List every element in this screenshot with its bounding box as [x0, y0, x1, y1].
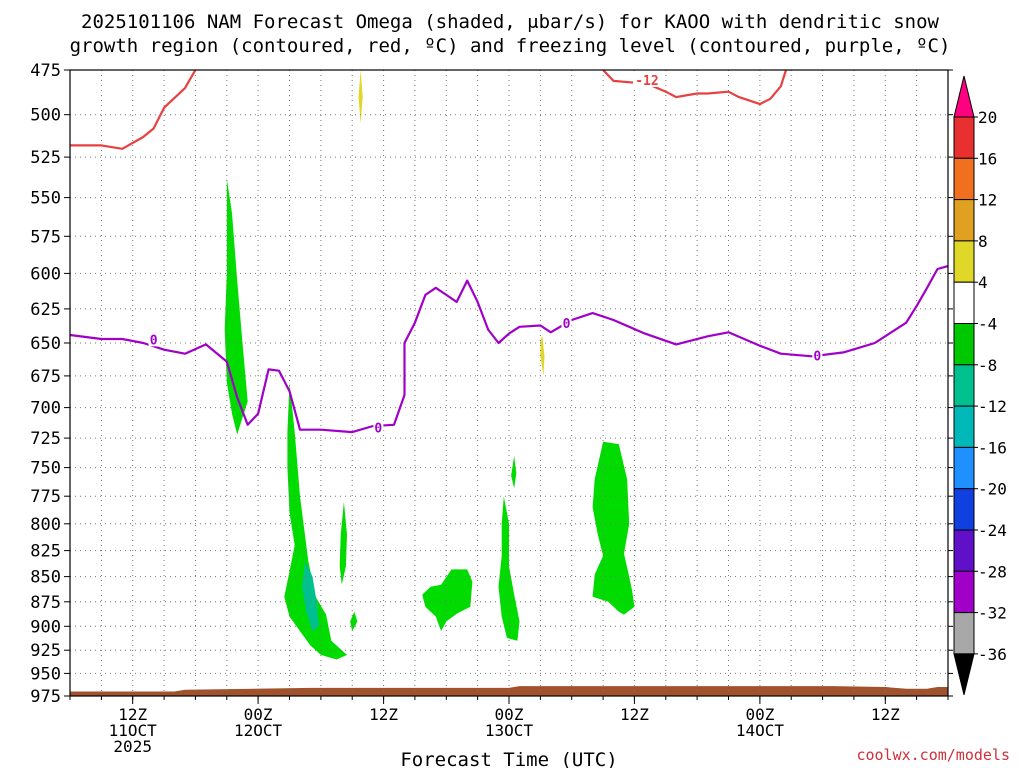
colorbar-swatch: [953, 529, 975, 572]
freezing-level-line: [69, 265, 949, 434]
colorbar-label: -16: [978, 438, 1007, 457]
chart-subtitle: growth region (contoured, red, ºC) and f…: [70, 35, 951, 57]
y-tick-label: 525: [30, 148, 61, 168]
y-tick-label: 775: [30, 487, 61, 507]
dgz-label-bg: [632, 72, 661, 87]
colorbar-label: 12: [978, 191, 997, 210]
y-tick-label: 700: [30, 399, 61, 419]
colorbar-label: -24: [978, 521, 1007, 540]
x-tick-label: 12Z: [369, 705, 398, 724]
colorbar: 20 16 12 8 4 -4 -8 -12 -16 -20 -24 -28 -32 -36: [953, 75, 1007, 696]
x-tick-label: 12Z: [871, 705, 900, 724]
freezing-label-bg: [148, 332, 159, 347]
x-tick-label: 00Z: [745, 705, 774, 724]
freezing-level-label: 0: [813, 349, 821, 364]
y-tick-label: 575: [30, 227, 61, 247]
colorbar-bottom-arrow: [953, 653, 975, 696]
colorbar-label: 4: [978, 273, 988, 292]
colorbar-swatch: [953, 199, 975, 242]
x-tick-label: 12OCT: [234, 721, 283, 740]
x-tick-label: 00Z: [495, 705, 524, 724]
freezing-label-bg: [373, 420, 384, 435]
x-tick-label: 14OCT: [736, 721, 785, 740]
omega-area-3: [350, 611, 358, 632]
y-tick-label: 600: [30, 264, 61, 284]
y-tick-label: 925: [30, 641, 61, 661]
chart-title: 2025101106 NAM Forecast Omega (shaded, μ…: [81, 11, 939, 33]
y-tick-label: 725: [30, 429, 61, 449]
x-tick-label: 12Z: [620, 705, 649, 724]
colorbar-label: 8: [978, 232, 988, 251]
freezing-label-bg: [561, 316, 572, 331]
omega-area-6: [511, 455, 517, 489]
omega-sink-area-0: [358, 70, 363, 124]
colorbar-swatch: [953, 570, 975, 614]
colorbar-label: -12: [978, 397, 1007, 416]
x-tick-label: 12Z: [118, 705, 147, 724]
colorbar-label: 20: [978, 108, 997, 127]
y-tick-label: 875: [30, 593, 61, 613]
colorbar-swatch: [953, 364, 975, 407]
y-tick-label: 950: [30, 664, 61, 684]
omega-area-1: [284, 382, 347, 660]
freezing-label-bg: [812, 348, 823, 363]
omega-sink-area-1: [540, 336, 545, 376]
contour-lines: 0 0 0 0 -12: [69, 69, 949, 436]
y-axis: 475 500 525 550 575 600 625 650 675 700 725 750 775 8…: [30, 61, 953, 707]
credit-text: coolwx.com/models: [856, 746, 1010, 764]
dgz-contour-line: [70, 69, 197, 150]
x-tick-label: 13OCT: [485, 721, 534, 740]
colorbar-label: -36: [978, 645, 1007, 664]
y-tick-label: 800: [30, 515, 61, 535]
colorbar-swatch: [953, 281, 975, 325]
omega-shading: [224, 70, 635, 660]
colorbar-label: -28: [978, 562, 1007, 581]
y-tick-label: 625: [30, 300, 61, 320]
x-tick-label: 00Z: [244, 705, 273, 724]
dgz-contour-line: [602, 69, 788, 106]
freezing-level-label: 0: [374, 421, 382, 436]
omega-strong-area-0: [302, 561, 319, 632]
y-tick-label: 475: [30, 61, 61, 81]
colorbar-swatch: [953, 405, 975, 448]
colorbar-label: -32: [978, 604, 1007, 623]
y-tick-label: 650: [30, 334, 61, 354]
colorbar-swatch: [953, 240, 975, 283]
colorbar-swatch: [953, 157, 975, 201]
omega-area-5: [498, 496, 520, 641]
colorbar-label: -20: [978, 480, 1007, 499]
colorbar-label: -8: [978, 356, 997, 375]
freezing-level-label: 0: [563, 317, 571, 332]
colorbar-swatch: [953, 488, 975, 531]
y-tick-label: 900: [30, 617, 61, 637]
colorbar-label: 16: [978, 149, 997, 168]
colorbar-swatch: [953, 612, 975, 655]
colorbar-swatch: [953, 323, 975, 366]
omega-area-2: [339, 501, 347, 585]
y-tick-label: 825: [30, 542, 61, 562]
colorbar-swatch: [953, 446, 975, 490]
y-tick-label: 500: [30, 106, 61, 126]
y-tick-label: 675: [30, 367, 61, 387]
x-axis-label: Forecast Time (UTC): [400, 749, 617, 768]
omega-area-7: [592, 441, 635, 615]
terrain-area: [70, 686, 948, 696]
omega-area-4: [422, 569, 473, 632]
x-tick-label: 2025: [113, 737, 152, 756]
y-tick-label: 975: [30, 687, 61, 707]
freezing-level-label: 0: [150, 333, 158, 348]
y-tick-label: 550: [30, 189, 61, 209]
colorbar-label: -4: [978, 315, 997, 334]
colorbar-swatch: [953, 116, 975, 159]
y-tick-label: 850: [30, 568, 61, 588]
colorbar-top-arrow: [953, 75, 975, 118]
y-tick-label: 750: [30, 459, 61, 479]
terrain-fill: [70, 686, 948, 696]
dgz-contour-label: -12: [635, 74, 658, 89]
x-tick-label: 11OCT: [109, 721, 158, 740]
